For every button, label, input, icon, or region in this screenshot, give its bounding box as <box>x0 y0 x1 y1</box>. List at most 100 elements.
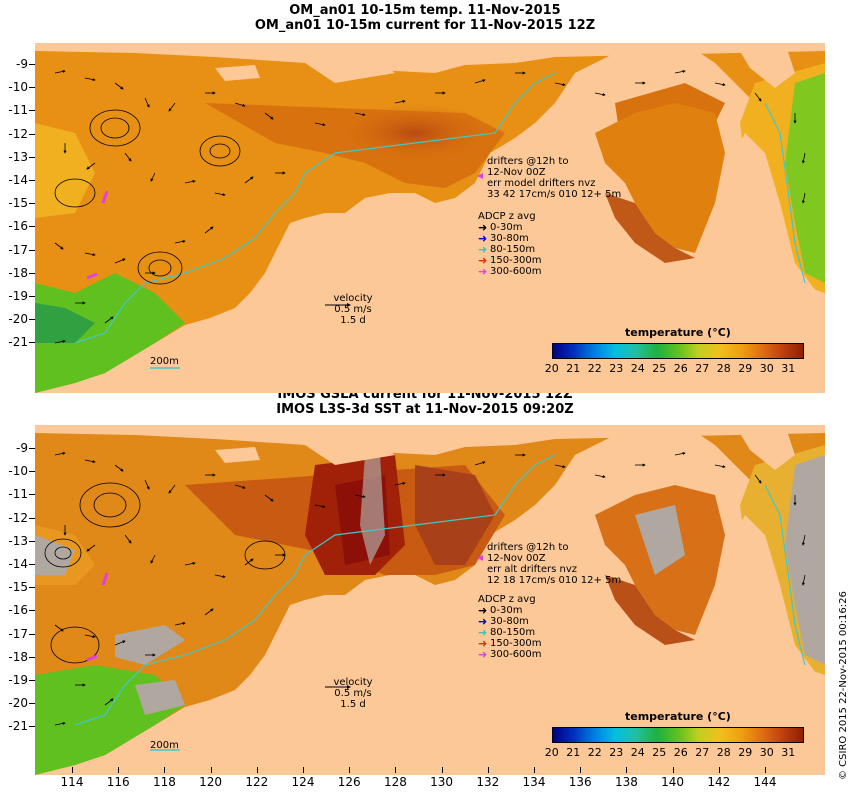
drifters-line: err alt drifters nvz <box>487 564 578 575</box>
latitude-tick-label: -12 <box>8 126 28 141</box>
drifters-line: 12-Nov 00Z <box>487 167 546 178</box>
longitude-tick <box>164 767 166 773</box>
latitude-tick-label: -18 <box>8 265 28 280</box>
arrow-icon: ➜ <box>478 254 488 267</box>
drifters-line: 12 18 17cm/s 010 12+ 5m <box>487 575 622 586</box>
adcp-label: 30-80m <box>490 233 529 244</box>
bottom-velocity-scale: velocity 0.5 m/s 1.5 d <box>328 677 378 710</box>
latitude-tick <box>29 448 35 449</box>
bottom-drifters-note: drifters @12h to 12-Nov 00Z err alt drif… <box>487 542 621 586</box>
adcp-label: 80-150m <box>490 244 536 255</box>
drifters-line: 12-Nov 00Z <box>487 553 546 564</box>
latitude-tick <box>29 226 35 228</box>
bottom-colorbar <box>552 727 804 743</box>
bottom-title-2: IMOS L3S-3d SST at 11-Nov-2015 09:20Z <box>276 402 574 417</box>
latitude-tick-label: -13 <box>8 533 28 548</box>
latitude-tick <box>29 494 35 496</box>
bottom-map-panel[interactable] <box>35 425 825 775</box>
colorbar-tick: 26 <box>673 362 688 375</box>
longitude-tick-label: 116 <box>106 775 130 789</box>
longitude-tick <box>580 767 582 773</box>
adcp-row: ➜ 150-300m <box>478 638 542 649</box>
colorbar-tick: 20 <box>544 746 559 759</box>
longitude-tick-label: 118 <box>152 775 176 789</box>
latitude-tick <box>29 471 35 473</box>
arrow-icon: ➜ <box>478 648 488 661</box>
colorbar-tick: 31 <box>781 362 796 375</box>
longitude-tick <box>441 767 443 773</box>
adcp-label: 300-600m <box>490 649 542 660</box>
adcp-label: 30-80m <box>490 616 529 627</box>
arrow-icon: ➜ <box>478 604 488 617</box>
arrow-icon: ➜ <box>478 221 488 234</box>
longitude-tick-label: 142 <box>707 775 731 789</box>
adcp-title: ADCP z avg <box>478 211 536 222</box>
latitude-tick <box>29 296 35 297</box>
longitude-tick <box>118 767 120 773</box>
velocity-duration: 1.5 d <box>340 315 366 326</box>
latitude-tick-label: -17 <box>8 626 28 641</box>
colorbar-tick: 23 <box>609 746 624 759</box>
latitude-tick-label: -10 <box>8 464 28 479</box>
latitude-tick-label: -13 <box>8 149 28 164</box>
longitude-tick <box>256 767 258 773</box>
latitude-tick-label: -15 <box>8 580 28 595</box>
adcp-label: 0-30m <box>490 222 523 233</box>
colorbar-tick: 25 <box>652 746 667 759</box>
arrow-icon: ➜ <box>478 232 488 245</box>
drifters-line: drifters @12h to <box>487 156 569 167</box>
longitude-tick <box>72 767 73 773</box>
latitude-tick <box>29 319 35 321</box>
longitude-tick-label: 140 <box>661 775 685 789</box>
top-colorbar-title: temperature (°C) <box>625 326 731 339</box>
longitude-tick-label: 124 <box>291 775 315 789</box>
latitude-tick-label: -15 <box>8 196 28 211</box>
top-map-panel[interactable] <box>35 43 825 393</box>
adcp-label: 300-600m <box>490 266 542 277</box>
longitude-tick-label: 120 <box>199 775 223 789</box>
latitude-tick <box>29 610 35 612</box>
longitude-tick-label: 138 <box>614 775 638 789</box>
adcp-label: 150-300m <box>490 255 542 266</box>
longitude-tick-label: 134 <box>522 775 546 789</box>
top-isobath-label: 200m <box>150 356 179 367</box>
velocity-label: velocity <box>333 677 373 688</box>
adcp-row: ➜ 0-30m <box>478 605 542 616</box>
top-adcp-legend: ADCP z avg ➜ 0-30m ➜ 30-80m ➜ 80-150m ➜ 150-… <box>478 211 542 277</box>
colorbar-tick: 24 <box>630 362 645 375</box>
colorbar-tick: 30 <box>759 746 774 759</box>
longitude-tick <box>672 767 674 773</box>
latitude-tick-label: -20 <box>8 696 28 711</box>
latitude-tick <box>29 540 35 542</box>
latitude-tick-label: -16 <box>8 219 28 234</box>
latitude-tick <box>29 680 35 681</box>
adcp-row: ➜ 80-150m <box>478 244 542 255</box>
longitude-tick-label: 132 <box>476 775 500 789</box>
arrow-icon: ➜ <box>478 637 488 650</box>
latitude-tick <box>29 249 35 251</box>
latitude-tick-label: -9 <box>16 57 28 71</box>
longitude-tick-label: 126 <box>337 775 361 789</box>
colorbar-tick: 21 <box>566 362 581 375</box>
colorbar-tick: 27 <box>695 746 710 759</box>
arrow-icon: ➜ <box>478 243 488 256</box>
latitude-tick-label: -10 <box>8 80 28 95</box>
longitude-tick-label: 128 <box>383 775 407 789</box>
colorbar-tick: 26 <box>673 746 688 759</box>
bottom-adcp-legend: ADCP z avg ➜ 0-30m ➜ 30-80m ➜ 80-150m ➜ 150-… <box>478 594 542 660</box>
latitude-tick <box>29 564 35 565</box>
longitude-tick <box>487 767 489 773</box>
longitude-tick-label: 144 <box>753 775 777 789</box>
colorbar-tick: 29 <box>738 362 753 375</box>
latitude-tick <box>29 703 35 705</box>
colorbar-tick: 22 <box>587 746 602 759</box>
adcp-row: ➜ 300-600m <box>478 649 542 660</box>
latitude-tick-label: -19 <box>8 289 28 303</box>
bottom-colorbar-title: temperature (°C) <box>625 710 731 723</box>
longitude-tick <box>718 767 720 773</box>
latitude-tick <box>29 656 35 658</box>
latitude-tick <box>29 110 35 112</box>
longitude-tick-label: 136 <box>568 775 592 789</box>
longitude-tick <box>210 767 212 773</box>
latitude-tick-label: -14 <box>8 557 28 571</box>
